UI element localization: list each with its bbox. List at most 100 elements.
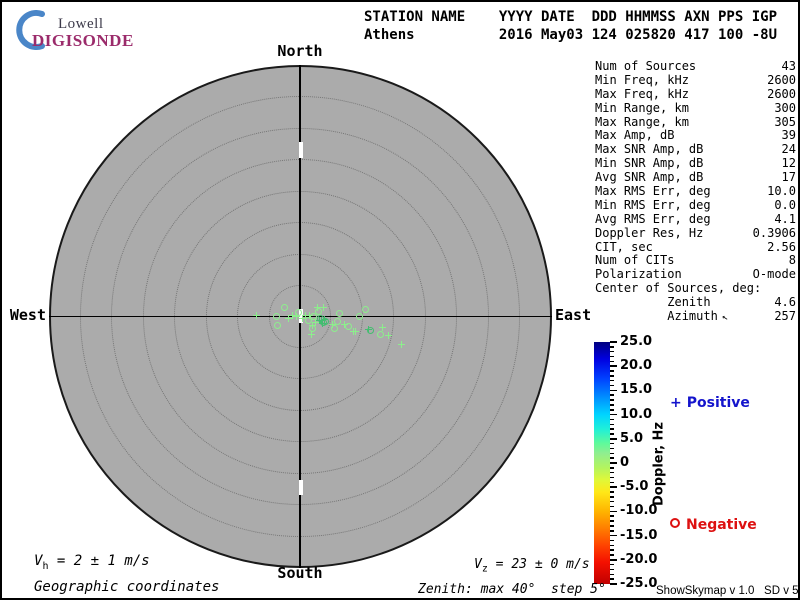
colorbar-minor-tick (610, 472, 614, 474)
param-label: Max SNR Amp, dB (595, 143, 703, 157)
source-marker (273, 313, 280, 320)
colorbar-minor-tick (610, 433, 614, 435)
param-row: Avg SNR Amp, dB 17 (595, 171, 796, 185)
colorbar-tick-label: -20.0 (620, 553, 657, 567)
colorbar-minor-tick (610, 482, 614, 484)
colorbar-minor-tick (610, 457, 614, 459)
param-value: 2600 (767, 74, 796, 88)
colorbar-tick-label: 20.0 (620, 359, 652, 373)
colorbar-axis-label: Doppler, Hz (652, 422, 667, 506)
param-value: 300 (774, 102, 796, 116)
axis-white-tick-lower (299, 480, 303, 495)
param-label: Max Freq, kHz (595, 88, 689, 102)
colorbar-minor-tick (610, 453, 614, 455)
colorbar-minor-tick (610, 370, 614, 372)
colorbar-tick-label: -25.0 (620, 577, 657, 591)
colorbar-minor-tick (610, 515, 614, 517)
colorbar-minor-tick (610, 540, 614, 542)
param-label: Avg SNR Amp, dB (595, 171, 703, 185)
vertical-velocity-text: Vz = 23 ± 0 m/s (474, 557, 590, 575)
param-row: Num of CITs 8 (595, 254, 796, 268)
coordinates-note: Geographic coordinates (34, 579, 219, 595)
param-row: Azimuth↖257 (595, 310, 796, 324)
colorbar-minor-tick (610, 506, 614, 508)
param-row: Min RMS Err, deg 0.0 (595, 199, 796, 213)
colorbar-minor-tick (610, 501, 614, 503)
colorbar-minor-tick (610, 385, 614, 387)
source-marker (385, 332, 392, 339)
source-marker (352, 328, 359, 335)
source-marker (377, 331, 384, 338)
station-header-columns: STATION NAME YYYY DATE DDD HHMMSS AXN PP… (364, 9, 777, 25)
param-value: 17 (782, 171, 796, 185)
param-value: 10.0 (767, 185, 796, 199)
param-value: 4.1 (774, 213, 796, 227)
plus-marker-icon: + (670, 395, 682, 411)
param-value: 257 (774, 310, 796, 324)
param-row: Max Range, km305 (595, 116, 796, 130)
colorbar-tick-label: -15.0 (620, 529, 657, 543)
param-label: Num of CITs (595, 254, 674, 268)
showskymap-window: Lowell DIGISONDE STATION NAME YYYY DATE … (0, 0, 800, 600)
source-marker (336, 310, 343, 317)
param-row: Max RMS Err, deg 10.0 (595, 185, 796, 199)
source-marker (379, 324, 386, 331)
colorbar-minor-tick (610, 554, 614, 556)
param-value: 0.0 (774, 199, 796, 213)
colorbar-major-tick (610, 365, 617, 367)
colorbar-tick-label: 5.0 (620, 432, 643, 446)
colorbar-minor-tick (610, 578, 614, 580)
source-marker (285, 315, 292, 322)
source-marker (334, 318, 341, 325)
param-row: Zenith4.6 (595, 296, 796, 310)
station-header-values: Athens 2016 May03 124 025820 417 100 -8U (364, 27, 777, 43)
param-value: O-mode (753, 268, 796, 282)
negative-legend-label: Negative (686, 517, 757, 533)
param-value: 0.3906 (753, 227, 796, 241)
param-row: Doppler Res, Hz0.3906 (595, 227, 796, 241)
colorbar-minor-tick (610, 443, 614, 445)
lowell-digisonde-logo: Lowell DIGISONDE (12, 8, 142, 50)
colorbar-minor-tick (610, 351, 614, 353)
colorbar-major-tick (610, 583, 617, 585)
source-marker (367, 327, 374, 334)
param-label: Min RMS Err, deg (595, 199, 711, 213)
colorbar-minor-tick (610, 496, 614, 498)
param-label: Center of Sources, deg: (595, 282, 761, 296)
colorbar-minor-tick (610, 530, 614, 532)
colorbar-tick-label: -10.0 (620, 504, 657, 518)
source-marker (308, 331, 315, 338)
colorbar-major-tick (610, 341, 617, 343)
colorbar-minor-tick (610, 477, 614, 479)
colorbar-minor-tick (610, 346, 614, 348)
param-row: Min SNR Amp, dB12 (595, 157, 796, 171)
param-label: Max Amp, dB (595, 129, 674, 143)
param-label: Max RMS Err, deg (595, 185, 711, 199)
negative-legend: Negative (670, 517, 757, 533)
param-row: Avg RMS Err, deg 4.1 (595, 213, 796, 227)
colorbar-major-tick (610, 438, 617, 440)
param-label: Avg RMS Err, deg (595, 213, 711, 227)
colorbar-minor-tick (610, 404, 614, 406)
source-marker (315, 308, 322, 315)
colorbar-minor-tick (610, 394, 614, 396)
positive-legend-label: Positive (687, 395, 750, 411)
source-marker (331, 325, 338, 332)
colorbar-minor-tick (610, 549, 614, 551)
source-marker (356, 313, 363, 320)
param-label: CIT, sec (595, 241, 653, 255)
colorbar-tick-label: 15.0 (620, 383, 652, 397)
param-value: 2.56 (767, 241, 796, 255)
colorbar-minor-tick (610, 569, 614, 571)
colorbar-minor-tick (610, 375, 614, 377)
source-marker (362, 306, 369, 313)
colorbar-minor-tick (610, 520, 614, 522)
colorbar-minor-tick (610, 491, 614, 493)
colorbar-minor-tick (610, 574, 614, 576)
colorbar-major-tick (610, 462, 617, 464)
colorbar-minor-tick (610, 361, 614, 363)
horizontal-velocity-text: Vh = 2 ± 1 m/s (34, 553, 150, 572)
colorbar-major-tick (610, 414, 617, 416)
param-value: 8 (789, 254, 796, 268)
colorbar-minor-tick (610, 467, 614, 469)
